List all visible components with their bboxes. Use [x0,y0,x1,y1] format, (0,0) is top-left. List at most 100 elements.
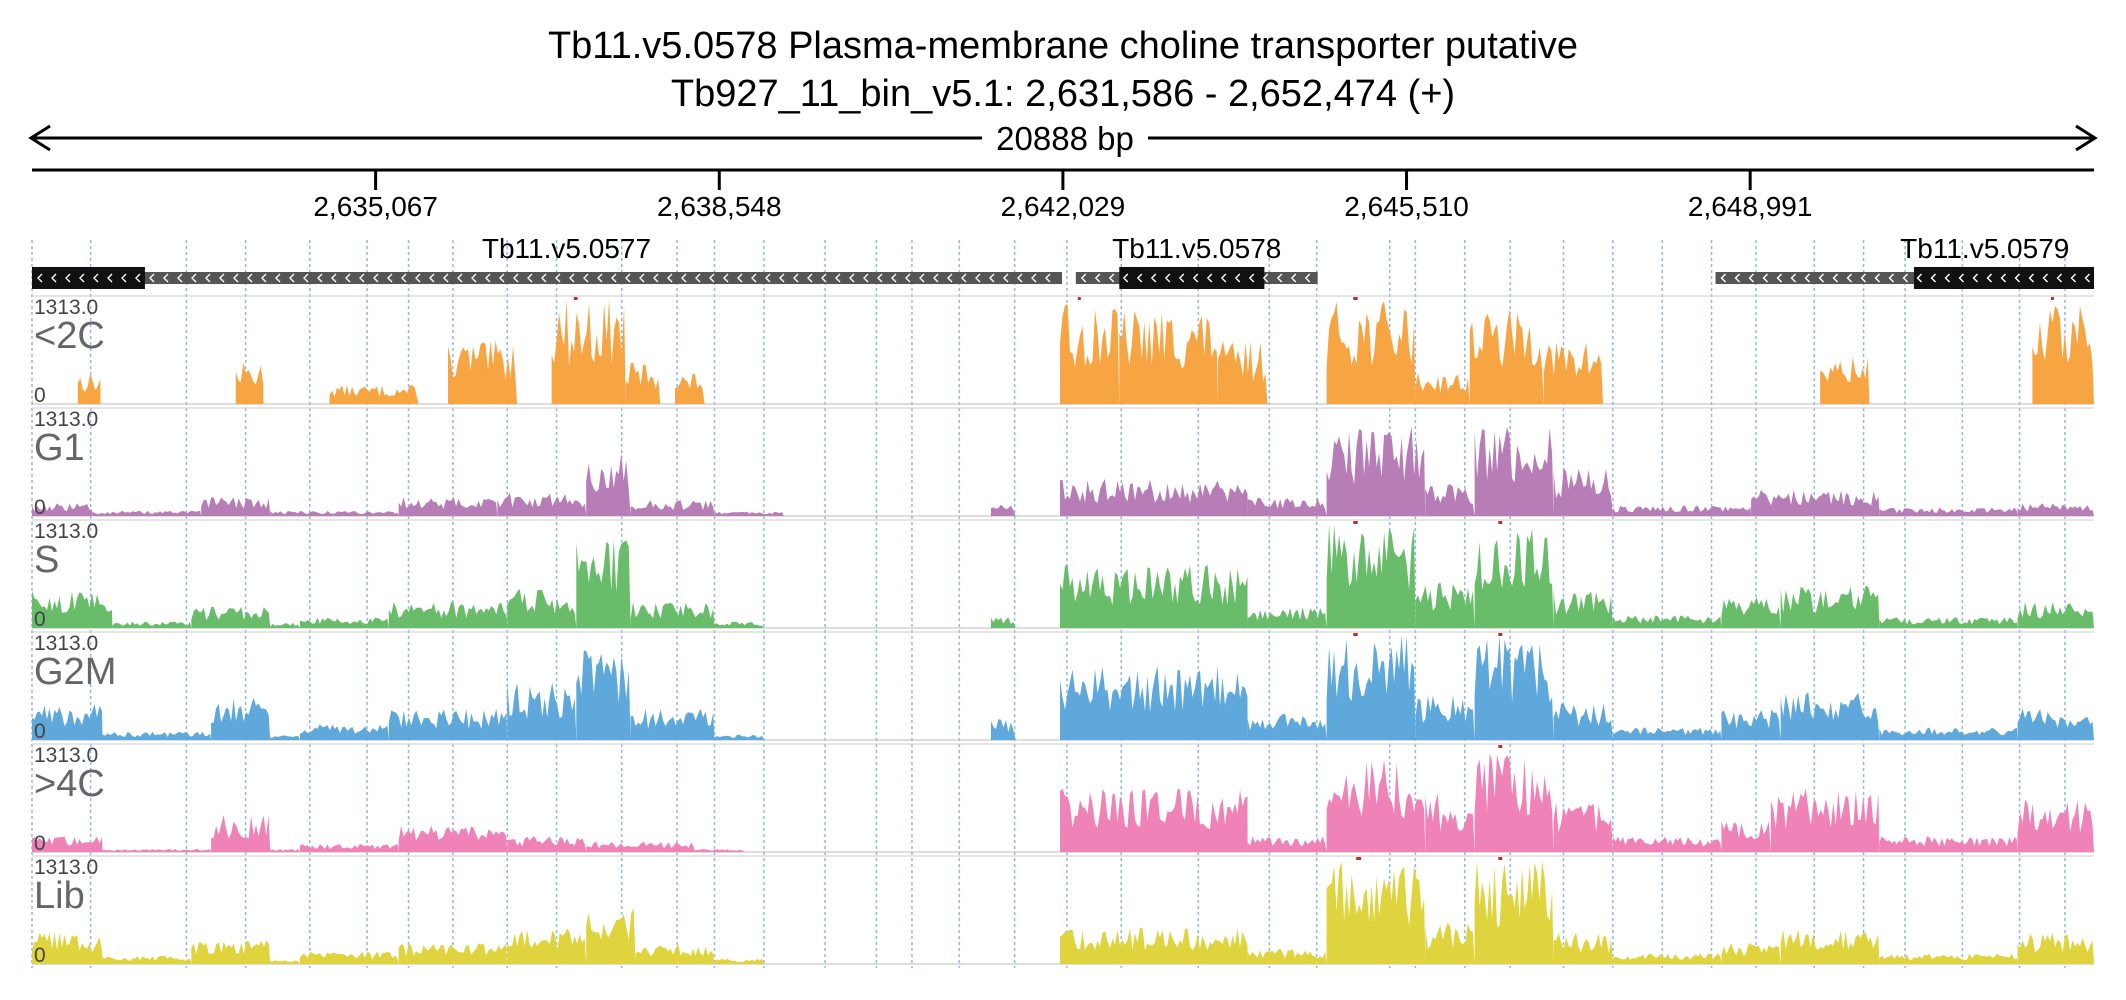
coverage-area-14 [1543,342,1603,404]
coverage-area-16 [2032,305,2094,404]
coverage-area-15 [1474,635,1554,740]
coverage-area-19 [2017,503,2094,516]
coverage-area-6 [586,453,631,516]
gene-cds-block [32,267,145,289]
coverage-area-6 [507,589,577,628]
coverage-area-18 [1780,929,1880,964]
gene-model-0: Tb11.v5.0577 [32,233,1063,289]
coverage-area-2 [211,697,271,740]
coverage-area-17 [1770,788,1880,852]
coverage-area-0 [32,836,103,852]
coverage-area-21 [2017,708,2094,740]
coverage-area-8 [630,708,715,740]
coverage-area-2 [201,497,271,516]
coverage-area-13 [1474,753,1554,852]
coverage-area-20 [1879,727,2018,740]
clipped-marker-14 [1498,857,1503,860]
coverage-area-5 [388,709,508,740]
x-tick-label-3: 2,645,510 [1344,191,1469,222]
span-arrowhead-left [28,124,51,152]
coverage-area-17 [1751,489,1880,516]
coverage-area-2 [211,815,271,852]
coverage-area-2 [191,606,271,628]
coverage-area-7 [675,373,705,404]
coverage-area-9 [990,504,1016,516]
clipped-marker-11 [1353,297,1358,300]
coverage-area-18 [1721,596,1781,628]
track-label-0: <2C [34,315,105,357]
coverage-area-19 [1780,692,1880,740]
coverage-area-5 [398,943,508,964]
coverage-area-21 [2017,602,2094,628]
coverage-area-13 [1469,308,1544,404]
coverage-area-11 [1060,666,1248,740]
coverage-area-11 [1326,759,1426,852]
coverage-area-17 [1612,615,1722,628]
clipped-marker-12 [1356,857,1362,860]
coverage-area-10 [990,719,1016,740]
y-max-label-4: 1313.0 [34,744,98,767]
x-tick-label-1: 2,638,548 [657,191,782,222]
coverage-area-10 [1060,478,1248,516]
gene-label-1: Tb11.v5.0578 [1112,233,1281,264]
coverage-area-0 [32,503,93,516]
y-max-label-0: 1313.0 [34,296,98,319]
coverage-area-14 [1553,802,1613,852]
coverage-area-15 [1474,528,1554,628]
gene-track: Tb11.v5.0577 Tb11.v5.0578 Tb11.v5.0579 [32,233,2094,289]
span-arrowhead-right [2075,124,2098,152]
strand-chevrons [37,273,1051,283]
clipped-marker-8 [1077,297,1081,300]
coverage-area-13 [1326,524,1416,628]
gene-cds-block [1119,267,1265,289]
coverage-area-18 [1879,836,2018,852]
clipped-marker-5 [573,297,578,300]
track-4: 1313.0 0 >4C [32,743,2094,855]
y-min-label-3: 0 [34,720,46,743]
coverage-area-11 [1247,497,1327,516]
coverage-area-8 [630,601,715,628]
coverage-area-16 [1612,953,1722,964]
coverage-area-7 [586,908,636,964]
coordinate-axis: 2,635,067 2,638,548 2,642,029 2,645,510 2,64… [32,168,2094,222]
x-tick-label-2: 2,642,029 [1001,191,1126,222]
coverage-area-10 [1217,340,1268,404]
track-3: 1313.0 0 G2M [32,631,2094,743]
coverage-area-20 [1879,617,2018,628]
coverage-area-6 [625,362,661,404]
coverage-area-2 [235,362,264,404]
y-min-label-2: 0 [34,608,46,631]
coverage-area-5 [551,299,626,404]
coverage-area-5 [388,601,508,628]
coverage-area-4 [398,496,498,516]
coverage-area-4 [299,951,399,964]
coverage-area-3 [270,622,300,628]
coverage-area-20 [2017,932,2094,964]
coverage-area-15 [1612,836,1722,852]
coverage-area-15 [1553,468,1613,516]
coverage-area-16 [1721,820,1771,852]
coverage-area-8 [694,849,745,852]
coverage-area-15 [1820,356,1870,404]
coverage-area-7 [576,539,631,628]
gene-label-0: Tb11.v5.0577 [482,233,651,264]
coverage-area-9 [714,958,764,964]
coverage-area-0 [32,703,103,740]
coverage-area-19 [1780,585,1880,628]
coverage-area-12 [1326,426,1426,516]
y-min-label-4: 0 [34,832,46,855]
coverage-area-8 [1060,304,1120,404]
coverage-area-3 [329,385,419,404]
track-label-5: Lib [34,875,85,917]
coverage-area-12 [1247,714,1327,740]
gene-cds-block [1913,267,2094,289]
coverage-area-14 [1474,426,1554,516]
y-max-label-5: 1313.0 [34,856,98,879]
clipped-marker-13 [1353,521,1358,524]
coverage-area-6 [507,681,577,740]
y-max-label-2: 1313.0 [34,520,98,543]
coverage-area-1 [102,848,212,852]
coverage-area-8 [714,511,784,516]
coverage-area-5 [398,825,508,852]
coverage-area-11 [1060,564,1248,628]
